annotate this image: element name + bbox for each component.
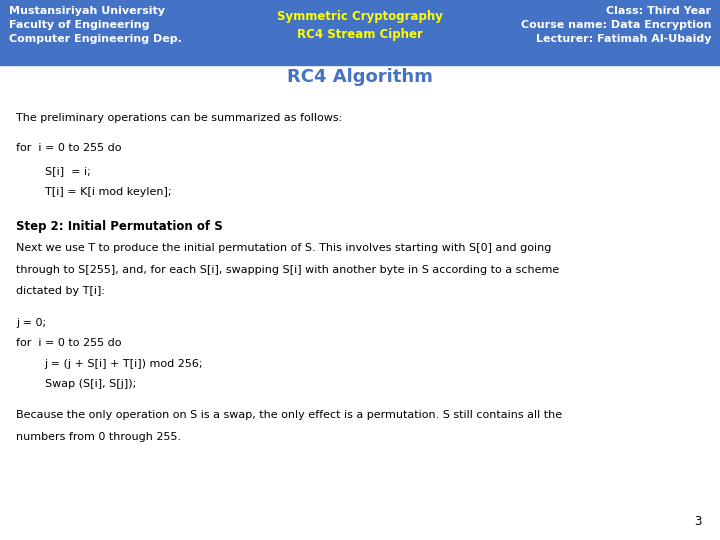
Text: j = (j + S[i] + T[i]) mod 256;: j = (j + S[i] + T[i]) mod 256; [45,359,203,369]
Bar [0,0,720,65]
Text: j = 0;: j = 0; [16,318,46,328]
Text: Swap (S[i], S[j]);: Swap (S[i], S[j]); [45,379,136,389]
Text: Next we use T to produce the initial permutation of S. This involves starting wi: Next we use T to produce the initial per… [16,243,552,253]
Text: Mustansiriyah University
Faculty of Engineering
Computer Engineering Dep.: Mustansiriyah University Faculty of Engi… [9,6,181,44]
Text: Class: Third Year
Course name: Data Encryption
Lecturer: Fatimah Al-Ubaidy: Class: Third Year Course name: Data Encr… [521,6,711,44]
Text: numbers from 0 through 255.: numbers from 0 through 255. [16,432,181,442]
Text: Step 2: Initial Permutation of S: Step 2: Initial Permutation of S [16,220,222,233]
Text: dictated by T[i]:: dictated by T[i]: [16,286,105,296]
Text: through to S[255], and, for each S[i], swapping S[i] with another byte in S acco: through to S[255], and, for each S[i], s… [16,265,559,275]
Text: RC4 Algorithm: RC4 Algorithm [287,68,433,85]
Text: T[i] = K[i mod keylen];: T[i] = K[i mod keylen]; [45,187,171,198]
Text: for  i = 0 to 255 do: for i = 0 to 255 do [16,338,122,348]
Text: The preliminary operations can be summarized as follows:: The preliminary operations can be summar… [16,113,342,124]
Text: S[i]  = i;: S[i] = i; [45,166,91,176]
Text: Because the only operation on S is a swap, the only effect is a permutation. S s: Because the only operation on S is a swa… [16,410,562,421]
Text: Symmetric Cryptography
RC4 Stream Cipher: Symmetric Cryptography RC4 Stream Cipher [277,10,443,41]
Text: 3: 3 [695,515,702,528]
Text: for  i = 0 to 255 do: for i = 0 to 255 do [16,143,122,153]
